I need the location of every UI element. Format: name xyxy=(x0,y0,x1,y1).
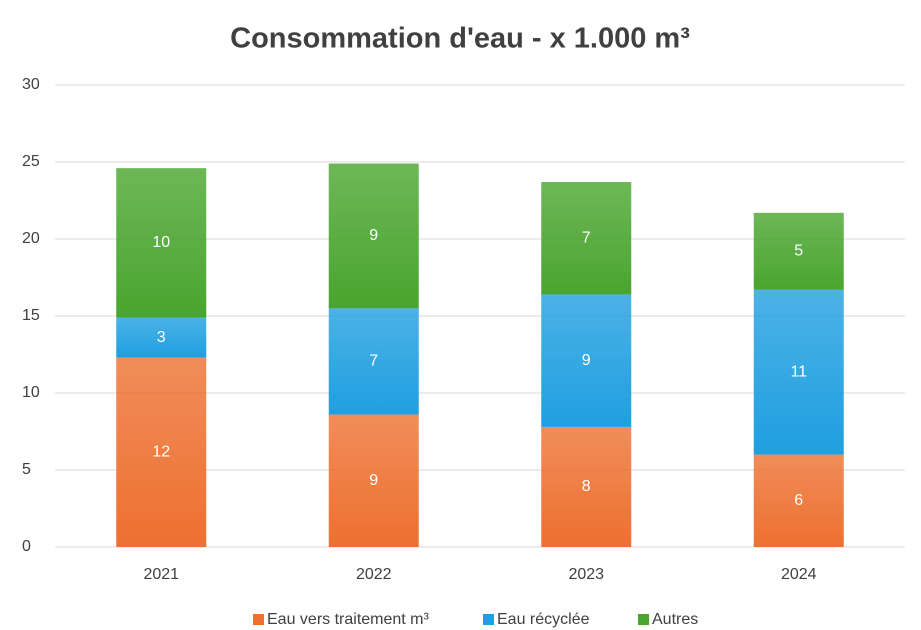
y-tick-label: 5 xyxy=(22,461,31,478)
y-tick-label: 15 xyxy=(22,307,40,324)
x-tick-label: 2022 xyxy=(356,566,392,583)
legend-label: Eau vers traitement m³ xyxy=(267,611,430,628)
bar-segment xyxy=(116,317,207,358)
data-label: 9 xyxy=(369,472,378,489)
y-tick-label: 20 xyxy=(22,230,40,247)
data-label: 9 xyxy=(582,352,591,369)
bar-segment xyxy=(328,414,419,547)
x-tick-label: 2024 xyxy=(781,566,817,583)
legend-swatch xyxy=(253,614,264,625)
data-label: 7 xyxy=(582,229,591,246)
chart-title: Consommation d'eau - x 1.000 m³ xyxy=(230,23,690,55)
legend-swatch xyxy=(638,614,649,625)
data-label: 3 xyxy=(157,329,166,346)
y-tick-label: 0 xyxy=(22,538,31,555)
y-tick-label: 10 xyxy=(22,384,40,401)
data-label: 10 xyxy=(152,234,170,251)
bar-segment xyxy=(753,289,844,455)
bar-segment xyxy=(753,212,844,290)
data-label: 6 xyxy=(794,492,803,509)
bar-segment xyxy=(541,294,632,427)
legend-label: Autres xyxy=(652,611,698,628)
y-tick-label: 30 xyxy=(22,76,40,93)
data-label: 12 xyxy=(152,444,170,461)
bar-segment xyxy=(116,168,207,318)
data-label: 8 xyxy=(582,478,591,495)
bar-segment xyxy=(328,308,419,415)
bar-segment xyxy=(116,357,207,547)
legend-label: Eau récyclée xyxy=(497,611,590,628)
bar-segment xyxy=(541,182,632,295)
bar-segment xyxy=(753,454,844,547)
data-label: 9 xyxy=(369,227,378,244)
legend-swatch xyxy=(483,614,494,625)
x-tick-label: 2023 xyxy=(568,566,604,583)
data-label: 7 xyxy=(369,353,378,370)
bar-segment xyxy=(328,163,419,309)
x-tick-label: 2021 xyxy=(143,566,179,583)
data-label: 11 xyxy=(790,363,807,380)
y-tick-label: 25 xyxy=(22,153,40,170)
bar-segment xyxy=(541,426,632,547)
data-label: 5 xyxy=(794,243,803,260)
